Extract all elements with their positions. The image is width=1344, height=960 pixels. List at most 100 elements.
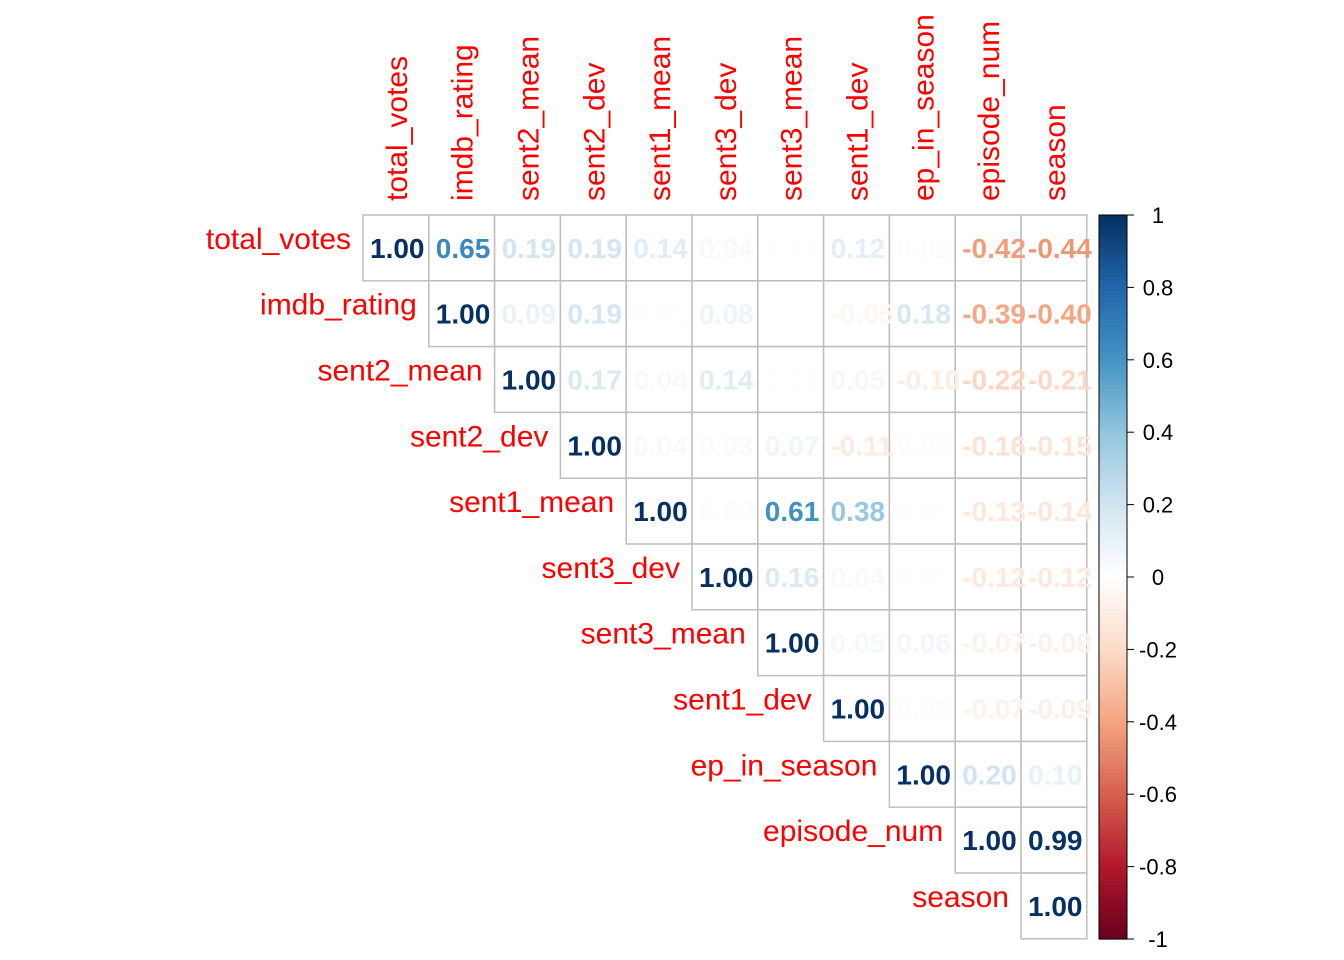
row-label: sent1_mean — [449, 486, 614, 519]
colorbar-band — [1099, 653, 1127, 658]
colorbar-band — [1099, 591, 1127, 596]
cell-value-label: 1.00 — [699, 562, 754, 593]
colorbar-band — [1099, 236, 1127, 241]
cell-value-label: 0.03 — [699, 430, 754, 461]
row-label: season — [912, 881, 1009, 914]
colorbar-band — [1099, 396, 1127, 401]
colorbar-band — [1099, 859, 1127, 864]
colorbar-band — [1099, 631, 1127, 636]
cell-value-label: 0.14 — [699, 365, 754, 396]
cell-value-label: 0.01 — [765, 365, 820, 396]
matrix-cell — [822, 280, 891, 348]
cell-value-label: 0.00 — [765, 299, 820, 330]
colorbar-band — [1099, 700, 1127, 705]
colorbar-band — [1099, 555, 1127, 560]
colorbar-band — [1099, 457, 1127, 462]
colorbar-band — [1099, 707, 1127, 712]
cell-value-label: 1.00 — [633, 496, 688, 527]
colorbar-band — [1099, 634, 1127, 640]
matrix-cell — [1020, 609, 1088, 677]
cell-value-label: 1.00 — [896, 759, 951, 790]
colorbar-band — [1099, 645, 1127, 650]
row-label: sent2_dev — [410, 420, 548, 453]
cell-value-label: 0.08 — [699, 299, 754, 330]
cell-value-label: -0.12 — [1028, 562, 1092, 593]
cell-value-label: -0.12 — [962, 562, 1026, 593]
row-label: total_votes — [206, 223, 351, 256]
colorbar-band — [1099, 765, 1127, 770]
colorbar-band — [1099, 500, 1127, 506]
row-label: imdb_rating — [260, 289, 417, 322]
column-label: total_votes — [381, 56, 414, 201]
matrix-cell — [691, 280, 759, 348]
matrix-cell — [362, 214, 430, 282]
colorbar-band — [1099, 718, 1127, 723]
cell-value-label: 0.18 — [896, 299, 951, 330]
colorbar-band — [1099, 316, 1127, 321]
matrix-cell — [822, 674, 891, 743]
colorbar-band — [1099, 341, 1127, 346]
colorbar-band — [1099, 515, 1127, 520]
colorbar-band — [1099, 381, 1127, 386]
colorbar-band — [1099, 681, 1127, 687]
cell-value-label: 0.99 — [1028, 825, 1083, 856]
colorbar-band — [1099, 750, 1127, 755]
colorbar-band — [1099, 443, 1127, 448]
colorbar-band — [1099, 272, 1127, 278]
colorbar-band — [1099, 490, 1127, 495]
colorbar-band — [1099, 551, 1127, 556]
colorbar-band — [1099, 761, 1127, 766]
matrix-cell — [888, 543, 956, 611]
colorbar-band — [1099, 801, 1127, 806]
matrix-cell — [822, 477, 891, 545]
column-label: sent2_dev — [578, 63, 611, 201]
colorbar-band — [1099, 815, 1127, 821]
matrix-cell — [757, 280, 825, 348]
colorbar-band — [1099, 482, 1127, 488]
colorbar-band — [1099, 812, 1127, 817]
cell-value-label: 1.00 — [370, 233, 425, 264]
matrix-cell — [691, 214, 759, 282]
colorbar-band — [1099, 884, 1127, 889]
colorbar-band — [1099, 218, 1127, 223]
colorbar-band — [1099, 786, 1127, 792]
colorbar-band — [1099, 225, 1127, 231]
colorbar-band — [1099, 678, 1127, 683]
colorbar-band — [1099, 598, 1127, 603]
colorbar-band — [1099, 928, 1127, 933]
cell-value-label: -0.09 — [1028, 694, 1092, 725]
cell-value-label: 0.01 — [896, 496, 951, 527]
row-label: sent3_mean — [581, 618, 746, 651]
colorbar-band — [1099, 754, 1127, 759]
colorbar-band — [1099, 797, 1127, 803]
cell-value-label: 0.19 — [567, 233, 622, 264]
colorbar-band — [1099, 327, 1127, 332]
colorbar-band — [1099, 671, 1127, 676]
colorbar-band — [1099, 920, 1127, 926]
colorbar-band — [1099, 689, 1127, 694]
colorbar-band — [1099, 493, 1127, 498]
colorbar-band — [1099, 421, 1127, 426]
colorbar-band — [1099, 385, 1127, 390]
colorbar-band — [1099, 819, 1127, 824]
colorbar-band — [1099, 312, 1127, 317]
colorbar-band — [1099, 533, 1127, 538]
matrix-cell — [888, 477, 956, 545]
matrix-cell — [428, 280, 496, 348]
colorbar-band — [1099, 544, 1127, 549]
colorbar-band — [1099, 522, 1127, 527]
colorbar-band — [1099, 243, 1127, 249]
cell-value-label: 0.02 — [896, 694, 951, 725]
cell-value-label: 1.00 — [567, 430, 622, 461]
matrix-cell — [954, 609, 1022, 677]
cell-value-label: 0.04 — [831, 562, 886, 593]
colorbar-band — [1099, 486, 1127, 491]
colorbar-band — [1099, 537, 1127, 542]
cell-value-label: 0.02 — [896, 430, 951, 461]
cell-value-label: 0.04 — [633, 430, 688, 461]
colorbar-band — [1099, 844, 1127, 850]
colorbar-band — [1099, 417, 1127, 422]
colorbar-band — [1099, 569, 1127, 574]
colorbar-band — [1099, 403, 1127, 408]
row-label: episode_num — [763, 815, 943, 848]
